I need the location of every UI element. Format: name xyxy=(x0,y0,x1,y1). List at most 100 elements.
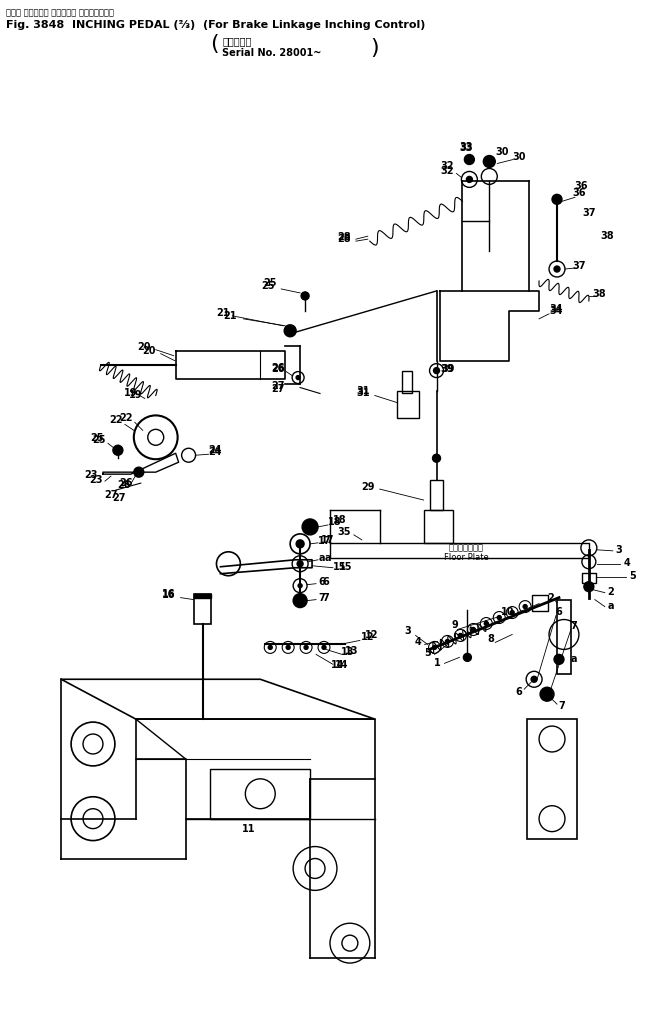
Circle shape xyxy=(497,615,501,620)
Text: 25: 25 xyxy=(92,435,106,445)
Bar xyxy=(430,480,443,510)
Bar xyxy=(582,573,596,583)
Text: 8: 8 xyxy=(488,635,495,644)
Text: 19: 19 xyxy=(129,390,142,400)
Text: 31: 31 xyxy=(356,387,370,397)
Text: 12: 12 xyxy=(361,633,374,642)
Text: 9: 9 xyxy=(451,620,458,630)
Text: 29: 29 xyxy=(361,482,374,492)
Text: 17: 17 xyxy=(318,536,332,546)
Text: 2: 2 xyxy=(548,593,554,602)
Bar xyxy=(194,594,211,597)
Text: 2: 2 xyxy=(607,587,614,597)
Circle shape xyxy=(432,454,441,463)
Bar xyxy=(211,769,310,818)
Circle shape xyxy=(296,376,300,379)
Text: 6: 6 xyxy=(516,687,523,697)
Text: 35: 35 xyxy=(337,527,350,537)
Text: 19: 19 xyxy=(124,388,138,398)
Text: 23: 23 xyxy=(89,475,103,485)
Text: 26: 26 xyxy=(117,480,131,490)
Circle shape xyxy=(484,622,488,626)
Text: 13: 13 xyxy=(341,647,355,657)
Text: 5: 5 xyxy=(424,648,431,658)
Text: 25: 25 xyxy=(90,433,104,443)
Text: 37: 37 xyxy=(582,208,595,218)
Text: 11: 11 xyxy=(242,823,255,834)
Circle shape xyxy=(298,584,302,588)
Text: 26: 26 xyxy=(272,364,285,374)
Circle shape xyxy=(484,156,495,167)
Text: a: a xyxy=(571,654,577,664)
Text: （適用号機: （適用号機 xyxy=(222,36,252,46)
Circle shape xyxy=(531,677,537,683)
Text: 20: 20 xyxy=(137,341,151,352)
Text: 3: 3 xyxy=(616,545,622,554)
Bar xyxy=(557,599,571,675)
Circle shape xyxy=(434,368,439,374)
Text: a: a xyxy=(325,552,332,562)
Text: 33: 33 xyxy=(460,143,473,153)
Circle shape xyxy=(467,176,473,182)
Text: 4: 4 xyxy=(414,638,421,647)
Text: 6: 6 xyxy=(318,577,326,587)
Text: 16: 16 xyxy=(162,590,176,599)
Text: 24: 24 xyxy=(209,445,222,455)
Circle shape xyxy=(302,519,318,535)
Text: 26: 26 xyxy=(272,363,285,373)
Text: Serial No. 28001~: Serial No. 28001~ xyxy=(222,48,322,58)
Circle shape xyxy=(554,654,564,664)
Circle shape xyxy=(552,195,562,205)
Circle shape xyxy=(471,628,475,632)
Circle shape xyxy=(296,540,304,548)
Text: 33: 33 xyxy=(460,142,473,152)
Text: 28: 28 xyxy=(337,232,351,243)
Text: ペダル インチング インチング コントロール用: ペダル インチング インチング コントロール用 xyxy=(6,8,114,17)
Text: 21: 21 xyxy=(224,311,237,321)
Text: 30: 30 xyxy=(512,152,526,162)
Text: 18: 18 xyxy=(333,515,346,525)
Bar xyxy=(402,371,411,392)
Text: 15: 15 xyxy=(339,561,353,572)
Bar xyxy=(424,510,454,543)
Text: 26: 26 xyxy=(119,478,133,488)
Text: 27: 27 xyxy=(272,383,285,393)
Circle shape xyxy=(584,582,594,592)
Text: 22: 22 xyxy=(109,416,123,425)
Text: 21: 21 xyxy=(216,308,230,318)
Text: 32: 32 xyxy=(441,161,454,171)
Text: 27: 27 xyxy=(112,493,125,503)
Circle shape xyxy=(445,640,449,643)
Text: 15: 15 xyxy=(333,561,346,572)
Text: 39: 39 xyxy=(441,364,454,374)
Text: (: ( xyxy=(211,34,219,54)
Text: 6: 6 xyxy=(556,606,562,616)
Bar xyxy=(527,719,577,839)
Text: 18: 18 xyxy=(328,517,342,527)
Circle shape xyxy=(284,325,296,336)
Text: 14: 14 xyxy=(332,660,344,671)
Text: 22: 22 xyxy=(119,414,133,423)
Text: フロアプレート: フロアプレート xyxy=(449,543,484,552)
Text: 4: 4 xyxy=(623,557,630,568)
Text: a: a xyxy=(318,552,325,562)
Text: 25: 25 xyxy=(261,281,275,291)
Text: 5: 5 xyxy=(629,571,636,581)
Text: 25: 25 xyxy=(263,278,277,288)
Text: 34: 34 xyxy=(549,306,563,316)
Text: 38: 38 xyxy=(592,289,606,299)
Text: 34: 34 xyxy=(549,304,563,314)
Text: 36: 36 xyxy=(572,189,586,199)
Text: 14: 14 xyxy=(335,660,348,671)
Circle shape xyxy=(297,560,303,567)
Text: Floor Plate: Floor Plate xyxy=(444,553,489,562)
Text: 32: 32 xyxy=(441,166,454,176)
Text: 7: 7 xyxy=(558,701,566,711)
Circle shape xyxy=(322,645,326,649)
Circle shape xyxy=(463,653,471,661)
Text: Fig. 3848  INCHING PEDAL (⅔)  (For Brake Linkage Inching Control): Fig. 3848 INCHING PEDAL (⅔) (For Brake L… xyxy=(6,20,426,31)
Circle shape xyxy=(458,634,462,638)
Circle shape xyxy=(113,445,123,455)
Circle shape xyxy=(301,291,309,300)
Circle shape xyxy=(293,594,307,607)
